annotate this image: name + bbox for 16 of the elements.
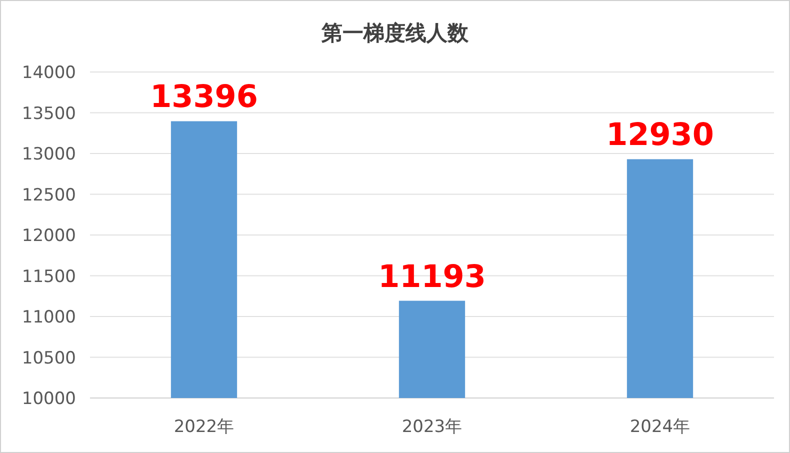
y-tick-label: 14000: [22, 63, 76, 83]
y-tick-label: 11000: [22, 308, 76, 328]
data-label: 11193: [378, 258, 486, 295]
y-tick-label: 11500: [22, 266, 76, 287]
data-label: 12930: [606, 117, 714, 154]
x-tick-label: 2024年: [630, 417, 690, 437]
y-tick-label: 12500: [22, 185, 76, 206]
y-tick-label: 13000: [22, 144, 76, 164]
chart-title: 第一梯度线人数: [320, 21, 470, 45]
y-tick-label: 13500: [22, 104, 76, 124]
y-tick-label: 10000: [22, 389, 76, 409]
x-tick-label: 2023年: [402, 417, 462, 437]
y-tick-label: 10500: [22, 348, 76, 368]
y-tick-label: 12000: [22, 226, 76, 246]
x-tick-label: 2022年: [174, 417, 234, 437]
data-label: 13396: [150, 79, 258, 116]
